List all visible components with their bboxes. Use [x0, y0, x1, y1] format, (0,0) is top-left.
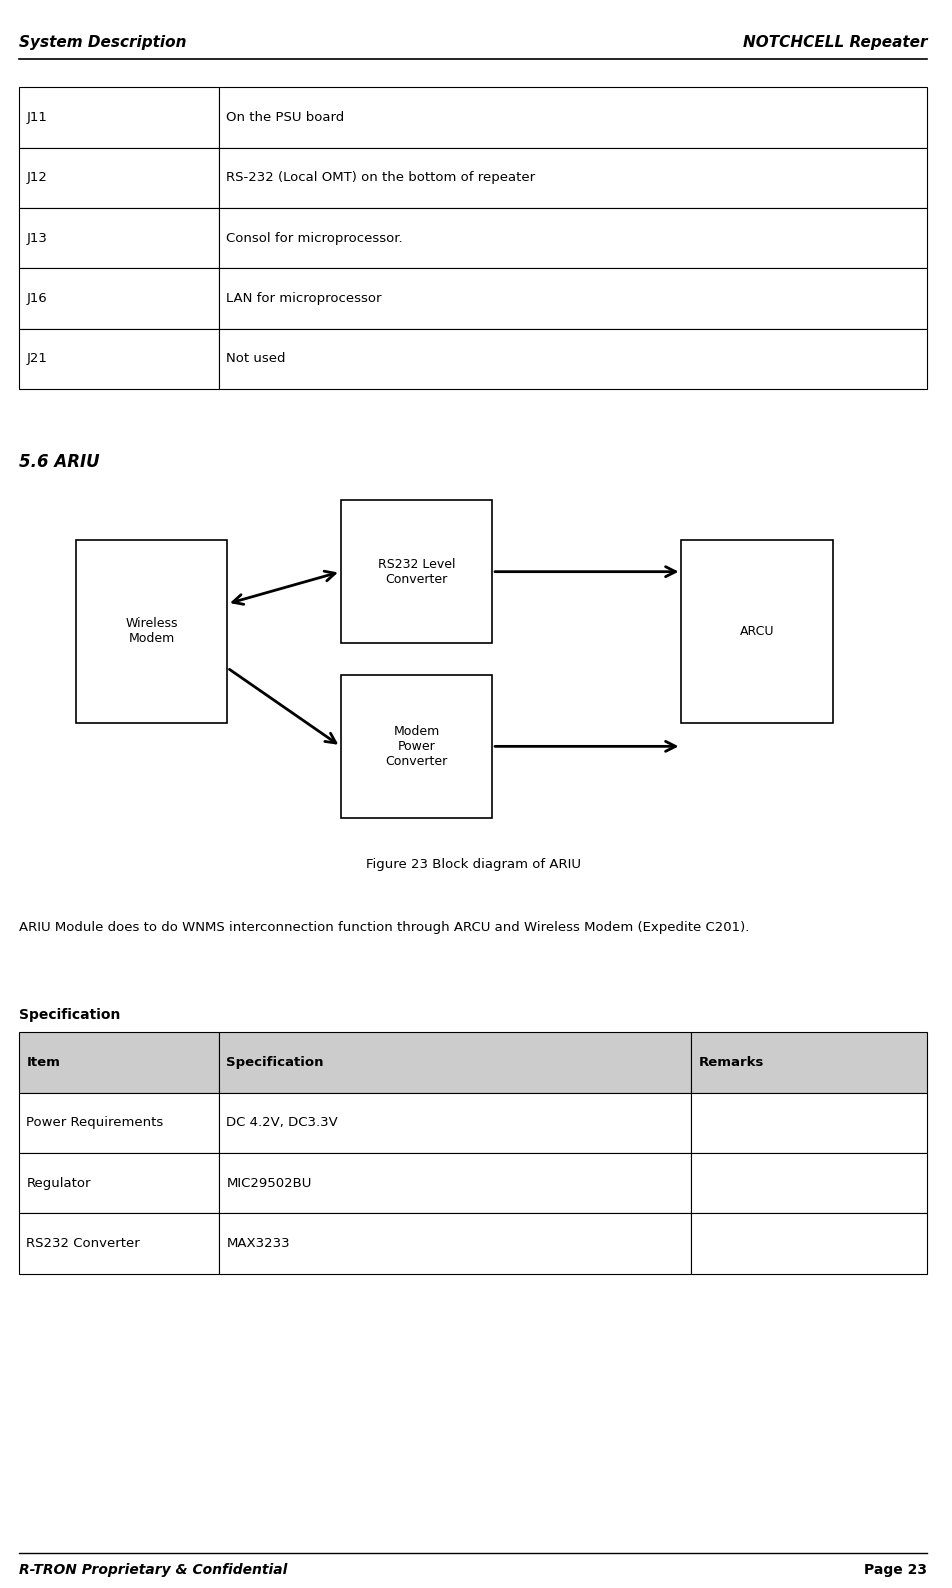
Bar — [19, 1213, 219, 1274]
Text: RS-232 (Local OMT) on the bottom of repeater: RS-232 (Local OMT) on the bottom of repe… — [227, 172, 535, 184]
Bar — [219, 208, 926, 268]
Text: Not used: Not used — [227, 353, 286, 365]
Text: 5.6 ARIU: 5.6 ARIU — [19, 453, 99, 470]
Text: Page 23: Page 23 — [863, 1563, 926, 1577]
Text: Power Requirements: Power Requirements — [27, 1116, 164, 1129]
Text: J11: J11 — [27, 111, 48, 124]
Text: Specification: Specification — [19, 1008, 120, 1023]
Text: J21: J21 — [27, 353, 48, 365]
Text: J16: J16 — [27, 292, 48, 305]
Text: Regulator: Regulator — [27, 1177, 90, 1189]
Text: RS232 Level
Converter: RS232 Level Converter — [377, 557, 455, 586]
Bar — [219, 1153, 690, 1213]
Text: On the PSU board: On the PSU board — [227, 111, 345, 124]
Bar — [19, 87, 219, 148]
Text: MAX3233: MAX3233 — [227, 1237, 289, 1250]
Bar — [19, 148, 219, 208]
Bar — [219, 148, 926, 208]
Bar — [19, 1032, 219, 1093]
Bar — [219, 329, 926, 389]
Bar — [19, 1093, 219, 1153]
Text: MIC29502BU: MIC29502BU — [227, 1177, 311, 1189]
Bar — [75, 540, 227, 723]
Bar — [690, 1153, 926, 1213]
Bar — [19, 268, 219, 329]
Bar — [219, 1032, 690, 1093]
Bar — [341, 675, 491, 818]
Text: Specification: Specification — [227, 1056, 324, 1069]
Text: ARIU Module does to do WNMS interconnection function through ARCU and Wireless M: ARIU Module does to do WNMS interconnect… — [19, 921, 748, 934]
Text: DC 4.2V, DC3.3V: DC 4.2V, DC3.3V — [227, 1116, 338, 1129]
Bar — [690, 1213, 926, 1274]
Bar — [19, 208, 219, 268]
Text: Wireless
Modem: Wireless Modem — [125, 618, 177, 645]
Text: Figure 23 Block diagram of ARIU: Figure 23 Block diagram of ARIU — [366, 858, 580, 870]
Bar — [19, 329, 219, 389]
Bar — [219, 87, 926, 148]
Text: J13: J13 — [27, 232, 48, 245]
Bar — [19, 1153, 219, 1213]
Text: J12: J12 — [27, 172, 48, 184]
Bar — [219, 1093, 690, 1153]
Text: LAN for microprocessor: LAN for microprocessor — [227, 292, 382, 305]
Bar — [681, 540, 832, 723]
Text: ARCU: ARCU — [739, 624, 774, 638]
Text: Item: Item — [27, 1056, 60, 1069]
Text: System Description: System Description — [19, 35, 187, 49]
Text: NOTCHCELL Repeater: NOTCHCELL Repeater — [743, 35, 926, 49]
Text: Modem
Power
Converter: Modem Power Converter — [385, 724, 447, 769]
Text: Remarks: Remarks — [698, 1056, 764, 1069]
Bar — [690, 1032, 926, 1093]
Text: RS232 Converter: RS232 Converter — [27, 1237, 140, 1250]
Bar — [690, 1093, 926, 1153]
Bar — [341, 500, 491, 643]
Bar — [219, 268, 926, 329]
Text: R-TRON Proprietary & Confidential: R-TRON Proprietary & Confidential — [19, 1563, 287, 1577]
Bar — [219, 1213, 690, 1274]
Text: Consol for microprocessor.: Consol for microprocessor. — [227, 232, 403, 245]
